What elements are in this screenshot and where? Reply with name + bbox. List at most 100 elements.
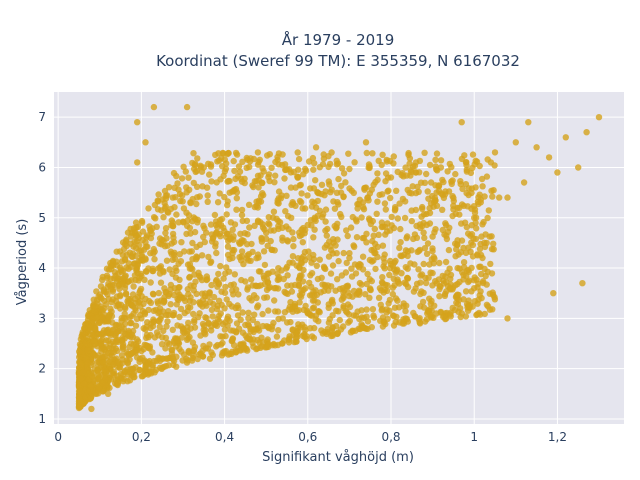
scatter-point [344,301,352,308]
scatter-point [477,199,484,206]
scatter-point [222,347,230,355]
scatter-point [279,224,286,231]
scatter-point [420,229,427,236]
scatter-point [123,251,130,258]
scatter-point [180,351,188,358]
scatter-point [413,222,420,230]
scatter-point [470,235,477,242]
scatter-point [116,364,123,371]
scatter-point [406,160,413,167]
scatter-point [130,310,137,317]
scatter-point [170,291,178,299]
scatter-point [133,336,141,343]
scatter-point [239,158,246,165]
scatter-point [350,312,357,319]
scatter-point [219,333,226,340]
scatter-point [176,291,183,298]
scatter-point [427,300,434,307]
scatter-point [392,257,399,265]
scatter-point [216,190,223,197]
scatter-point [404,233,411,240]
scatter-point [129,253,136,260]
scatter-point [302,226,309,234]
scatter-point [448,178,455,185]
scatter-point [340,193,347,200]
scatter-point [211,211,219,219]
scatter-point [449,304,456,312]
scatter-point [424,188,431,195]
y-tick-label: 1 [38,412,46,426]
scatter-point [370,232,377,239]
scatter-point [255,184,262,191]
scatter-point [354,205,361,212]
scatter-point [464,203,471,210]
scatter-point [368,186,375,193]
scatter-point [268,164,275,171]
scatter-point [445,246,453,254]
scatter-point [331,205,339,212]
scatter-point [134,159,141,166]
y-tick-label: 3 [38,311,46,325]
scatter-point [150,291,157,298]
scatter-point [368,277,375,285]
x-tick-label: 0,8 [381,430,400,444]
scatter-point [109,296,117,303]
scatter-point [186,273,193,281]
scatter-point [351,159,358,166]
scatter-point [396,244,403,252]
scatter-point [106,384,113,392]
scatter-point [189,239,196,247]
scatter-point [460,296,467,303]
scatter-point [150,357,158,365]
scatter-point [312,217,319,225]
scatter-point [210,293,218,301]
scatter-point [296,197,304,205]
scatter-point [118,317,125,325]
scatter-point [260,168,267,175]
scatter-point [463,189,470,197]
scatter-point [294,173,301,180]
scatter-point [279,234,286,241]
scatter-point [328,149,335,156]
scatter-point [235,163,243,170]
scatter-point [162,225,170,232]
scatter-point [407,168,415,175]
scatter-point [152,215,159,222]
scatter-point [199,183,206,190]
scatter-point [452,210,459,217]
scatter-point [127,240,134,247]
scatter-point [102,375,109,382]
scatter-point [313,262,320,269]
scatter-point [389,290,396,298]
scatter-point [265,270,272,277]
scatter-point [478,175,486,183]
scatter-point [254,161,262,168]
scatter-point [229,246,236,254]
scatter-point [454,291,461,298]
scatter-point [178,239,185,246]
scatter-point [338,182,345,190]
x-tick-label: 1 [470,430,478,444]
scatter-point [421,179,429,186]
scatter-point [343,259,350,267]
scatter-point [335,257,342,265]
scatter-point [139,228,147,235]
scatter-point [116,285,123,292]
scatter-point [433,166,440,173]
scatter-point [353,218,360,225]
scatter-point [289,326,296,333]
scatter-point [104,317,111,324]
scatter-point [142,139,149,146]
scatter-point [382,206,389,213]
scatter-point [177,258,185,265]
scatter-point [190,310,197,318]
scatter-point [171,204,178,211]
scatter-point [398,270,405,277]
scatter-point [351,243,358,250]
scatter-point [289,253,297,260]
scatter-point [393,187,400,194]
scatter-point [595,114,603,121]
scatter-point [478,233,485,240]
scatter-point [282,289,290,297]
scatter-point [329,262,337,269]
